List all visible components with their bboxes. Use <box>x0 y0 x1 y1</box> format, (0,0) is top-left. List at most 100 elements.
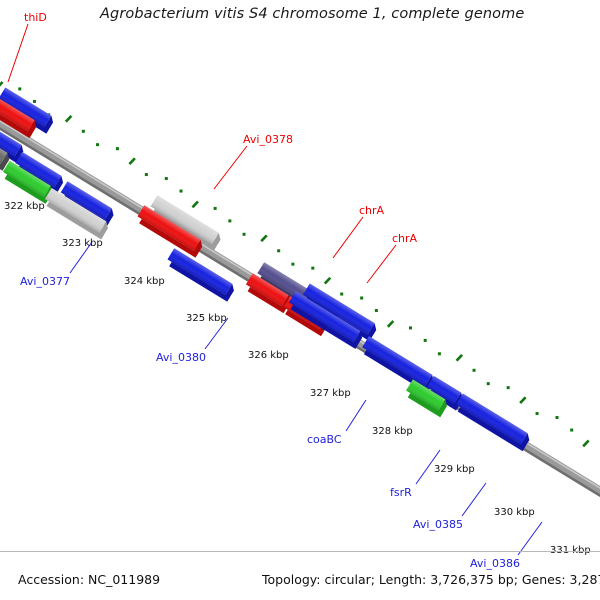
gene-shading <box>288 291 361 343</box>
trna-tick-mark <box>277 249 281 253</box>
gene-label[interactable]: Avi_0380 <box>156 351 206 364</box>
gene-label-leader-line <box>517 521 543 556</box>
gene-depth-face <box>457 407 526 452</box>
gene-end-face <box>193 239 203 258</box>
axis-tick-label: 325 kbp <box>186 313 227 324</box>
trna-tick-mark <box>260 234 268 243</box>
trna-tick-mark <box>374 309 378 313</box>
gene-feature[interactable] <box>165 248 237 302</box>
trna-tick-mark <box>472 368 476 372</box>
trna-tick-mark <box>535 412 539 416</box>
gene-label-leader-line <box>7 23 29 83</box>
trna-tick-mark <box>360 296 364 300</box>
trna-tick-mark <box>423 338 427 342</box>
gene-label-leader-line <box>332 216 364 259</box>
trna-tick-mark <box>18 87 22 91</box>
gene-end-face <box>353 330 363 349</box>
axis-tick-label: 322 kbp <box>4 201 45 212</box>
gene-shading <box>2 160 51 197</box>
gene-end-face <box>99 221 108 240</box>
gene-depth-face <box>169 261 230 302</box>
gene-depth-face <box>247 286 287 314</box>
gene-label-leader-line <box>415 449 441 485</box>
accession-text: Accession: NC_011989 <box>18 572 161 587</box>
gene-shading <box>0 97 35 132</box>
gene-label[interactable]: coaBC <box>307 433 342 446</box>
gene-end-face <box>54 175 64 194</box>
axis-tick-label: 330 kbp <box>494 507 535 518</box>
trna-tick-mark <box>179 189 183 193</box>
gene-feature[interactable] <box>42 188 110 240</box>
gene-shading <box>44 188 107 233</box>
gene-label[interactable]: Avi_0385 <box>413 518 463 531</box>
footer-divider <box>0 551 600 552</box>
gene-label[interactable]: Avi_0386 <box>470 557 520 570</box>
trna-tick-mark <box>323 276 332 285</box>
gene-shading <box>302 283 375 335</box>
trna-tick-mark <box>64 114 73 123</box>
trna-tick-mark <box>408 326 412 330</box>
gene-end-face <box>438 399 447 418</box>
gene-shading <box>406 379 446 411</box>
trna-tick-mark <box>128 157 136 165</box>
gene-feature[interactable] <box>135 205 205 258</box>
gene-label-leader-line <box>345 399 367 432</box>
gene-shading <box>245 273 289 307</box>
gene-label[interactable]: chrA <box>359 204 385 217</box>
gene-shading <box>0 123 22 157</box>
gene-feature[interactable] <box>453 393 531 452</box>
trna-tick-mark <box>582 439 590 448</box>
trna-tick-mark <box>191 200 199 209</box>
gene-label[interactable]: fsrR <box>390 486 412 499</box>
trna-tick-mark <box>242 232 246 236</box>
gene-feature[interactable] <box>243 273 292 314</box>
gene-label-leader-line <box>213 145 248 190</box>
trna-tick-mark <box>311 266 315 270</box>
gene-feature[interactable] <box>286 291 364 349</box>
gene-shading <box>362 336 433 386</box>
axis-tick-label: 323 kbp <box>62 238 103 249</box>
gene-feature[interactable] <box>0 134 12 171</box>
trna-tick-mark <box>81 129 85 133</box>
gene-end-face <box>44 115 54 134</box>
gene-shading <box>15 151 62 188</box>
axis-tick-label: 327 kbp <box>310 388 351 399</box>
gene-depth-face <box>285 309 324 337</box>
gene-end-face <box>14 145 24 164</box>
gene-label-leader-line <box>366 244 397 284</box>
gene-label[interactable]: chrA <box>392 232 418 245</box>
gene-end-face <box>27 120 37 139</box>
gene-end-face <box>105 208 114 227</box>
gene-feature[interactable] <box>0 97 39 139</box>
genome-summary-text: Topology: circular; Length: 3,726,375 bp… <box>262 572 600 587</box>
gene-depth-face <box>290 304 358 349</box>
gene-label-leader-line <box>69 241 93 274</box>
gene-shading <box>137 205 201 251</box>
gene-depth-face <box>46 201 104 240</box>
trna-tick-mark <box>144 173 148 177</box>
trna-tick-mark <box>32 99 36 103</box>
gene-depth-face <box>407 393 443 418</box>
gene-feature[interactable] <box>360 336 437 393</box>
gene-shading <box>60 181 112 220</box>
gene-end-face <box>212 232 221 251</box>
gene-feature[interactable] <box>0 123 26 164</box>
gene-depth-face <box>4 174 49 204</box>
gene-feature[interactable] <box>0 160 55 204</box>
gene-feature[interactable] <box>403 379 449 418</box>
trna-tick-mark <box>115 147 119 151</box>
trna-tick-mark <box>570 428 574 432</box>
trna-tick-mark <box>455 353 464 362</box>
gene-label[interactable]: Avi_0377 <box>20 275 70 288</box>
gene-label[interactable]: Avi_0378 <box>243 133 293 146</box>
axis-tick-label: 331 kbp <box>550 545 591 556</box>
gene-label-leader-line <box>461 482 487 517</box>
trna-tick-mark <box>0 81 4 89</box>
gene-end-face <box>0 152 10 171</box>
trna-tick-mark <box>555 416 559 420</box>
gene-end-face <box>367 323 377 342</box>
gene-label[interactable]: thiD <box>24 11 47 24</box>
trna-layer <box>0 81 590 448</box>
trna-tick-mark <box>486 382 490 386</box>
